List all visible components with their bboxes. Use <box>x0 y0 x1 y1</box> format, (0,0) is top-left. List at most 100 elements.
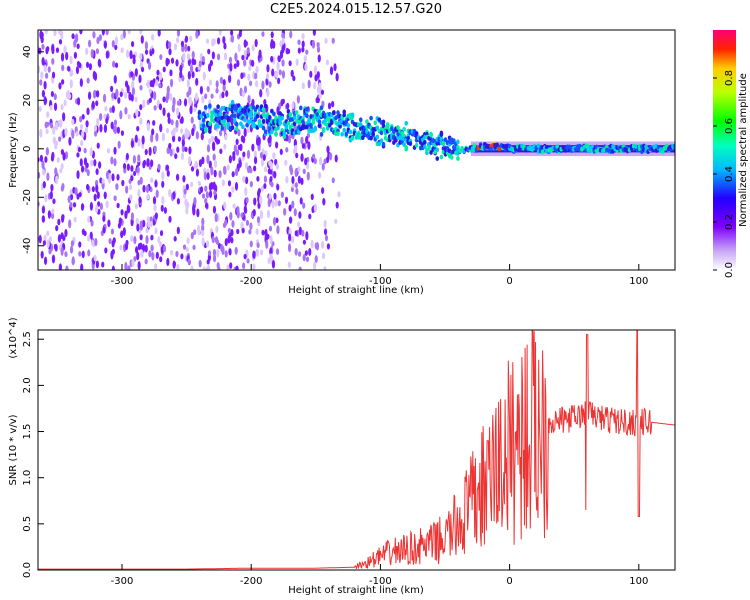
heatmap-cell <box>74 187 78 196</box>
page-title: C2E5.2024.015.12.57.G20 <box>269 2 443 17</box>
heatmap-cell <box>333 63 337 72</box>
heatmap-cell <box>308 213 312 220</box>
heatmap-cell <box>44 194 48 203</box>
heatmap-cell <box>184 35 189 43</box>
heatmap-cell <box>199 186 204 194</box>
heatmap-cell <box>228 56 233 64</box>
heatmap-cell <box>280 191 284 198</box>
heatmap-cell <box>188 146 192 155</box>
heatmap-cell <box>275 217 279 224</box>
heatmap-cell <box>58 263 62 270</box>
heatmap-cell <box>169 69 173 77</box>
heatmap-cell <box>103 191 107 200</box>
heatmap-cell <box>205 112 210 118</box>
heatmap-cell <box>139 104 143 111</box>
heatmap-cell <box>495 142 500 148</box>
snr-plot: -300 -200 -100 0 100 0.0 0.5 1.0 1.5 2.0 2.5 Heig… <box>8 317 676 596</box>
heatmap-cell <box>214 213 218 223</box>
heatmap-cell <box>195 77 199 86</box>
heatmap-cell <box>87 91 92 100</box>
heatmap-cell <box>41 215 45 222</box>
heatmap-cell <box>325 59 330 66</box>
heatmap-cell <box>263 183 267 189</box>
heatmap-cell <box>281 59 285 67</box>
heatmap-cell <box>253 117 258 123</box>
heatmap-cell <box>108 173 112 180</box>
top-xtick-label: -100 <box>369 276 392 287</box>
heatmap-cell <box>124 210 128 220</box>
heatmap-cell <box>46 239 50 249</box>
heatmap-cell <box>265 77 269 86</box>
heatmap-cell <box>233 63 237 69</box>
heatmap-cell <box>489 146 493 152</box>
heatmap-cell <box>111 105 115 114</box>
heatmap-cell <box>139 60 143 69</box>
heatmap-cell <box>116 126 120 134</box>
heatmap-cell <box>54 167 58 176</box>
heatmap-cell <box>229 62 233 72</box>
heatmap-cell <box>344 119 349 125</box>
heatmap-cell <box>102 215 106 223</box>
heatmap-cell <box>342 127 347 133</box>
heatmap-cell <box>125 185 129 194</box>
heatmap-cell <box>95 48 100 55</box>
heatmap-cell <box>180 152 184 160</box>
heatmap-cell <box>113 146 117 155</box>
heatmap-cell <box>132 155 136 164</box>
heatmap-cell <box>54 175 59 185</box>
heatmap-cell <box>201 193 206 199</box>
heatmap-cell <box>456 156 460 161</box>
heatmap-cell <box>67 93 72 100</box>
heatmap-cell <box>245 197 249 204</box>
heatmap-cell <box>140 66 145 73</box>
heatmap-cell <box>47 210 51 219</box>
heatmap-cell <box>267 257 271 265</box>
heatmap-cell <box>241 90 245 98</box>
heatmap-cell <box>155 251 159 260</box>
heatmap-cell <box>220 244 224 252</box>
heatmap-cell <box>38 65 41 74</box>
heatmap-cell <box>300 177 304 186</box>
heatmap-cell <box>246 125 251 134</box>
heatmap-cell <box>317 123 322 129</box>
heatmap-cell <box>327 102 332 110</box>
heatmap-cell <box>385 122 390 127</box>
heatmap-cell <box>240 212 244 218</box>
heatmap-cell <box>166 58 170 65</box>
heatmap-cell <box>115 183 119 191</box>
heatmap-cell <box>147 221 151 228</box>
heatmap-cell <box>350 135 355 141</box>
heatmap-cell <box>87 235 91 242</box>
top-y-axis-label: Frequency (Hz) <box>8 112 19 188</box>
heatmap-cell <box>369 135 373 141</box>
heatmap-cell <box>139 84 143 91</box>
heatmap-cell <box>111 40 115 48</box>
heatmap-cell <box>40 250 44 259</box>
heatmap-cell <box>222 84 226 92</box>
heatmap-cell <box>252 263 256 270</box>
heatmap-cell <box>295 188 299 195</box>
heatmap-cell <box>176 263 180 270</box>
heatmap-cell <box>122 227 126 236</box>
heatmap-cell <box>146 160 150 167</box>
heatmap-cell <box>301 33 305 40</box>
heatmap-cell <box>168 41 172 49</box>
heatmap-cell <box>187 45 191 52</box>
heatmap-cell <box>277 55 281 62</box>
heatmap-cell <box>294 182 298 189</box>
heatmap-cell <box>191 58 195 66</box>
heatmap-cell <box>38 105 42 112</box>
heatmap-cell <box>252 250 256 259</box>
heatmap-cell <box>348 129 353 135</box>
heatmap-cell <box>39 154 44 163</box>
heatmap-cell <box>139 117 143 125</box>
heatmap-cell <box>182 52 186 61</box>
heatmap-cell <box>215 239 220 246</box>
heatmap-cell <box>172 97 176 107</box>
heatmap-cell <box>300 153 304 162</box>
heatmap-cell <box>93 254 97 262</box>
heatmap-cell <box>136 251 140 261</box>
heatmap-cell <box>331 37 335 44</box>
heatmap-cell <box>57 218 61 226</box>
heatmap-cell <box>323 219 327 228</box>
